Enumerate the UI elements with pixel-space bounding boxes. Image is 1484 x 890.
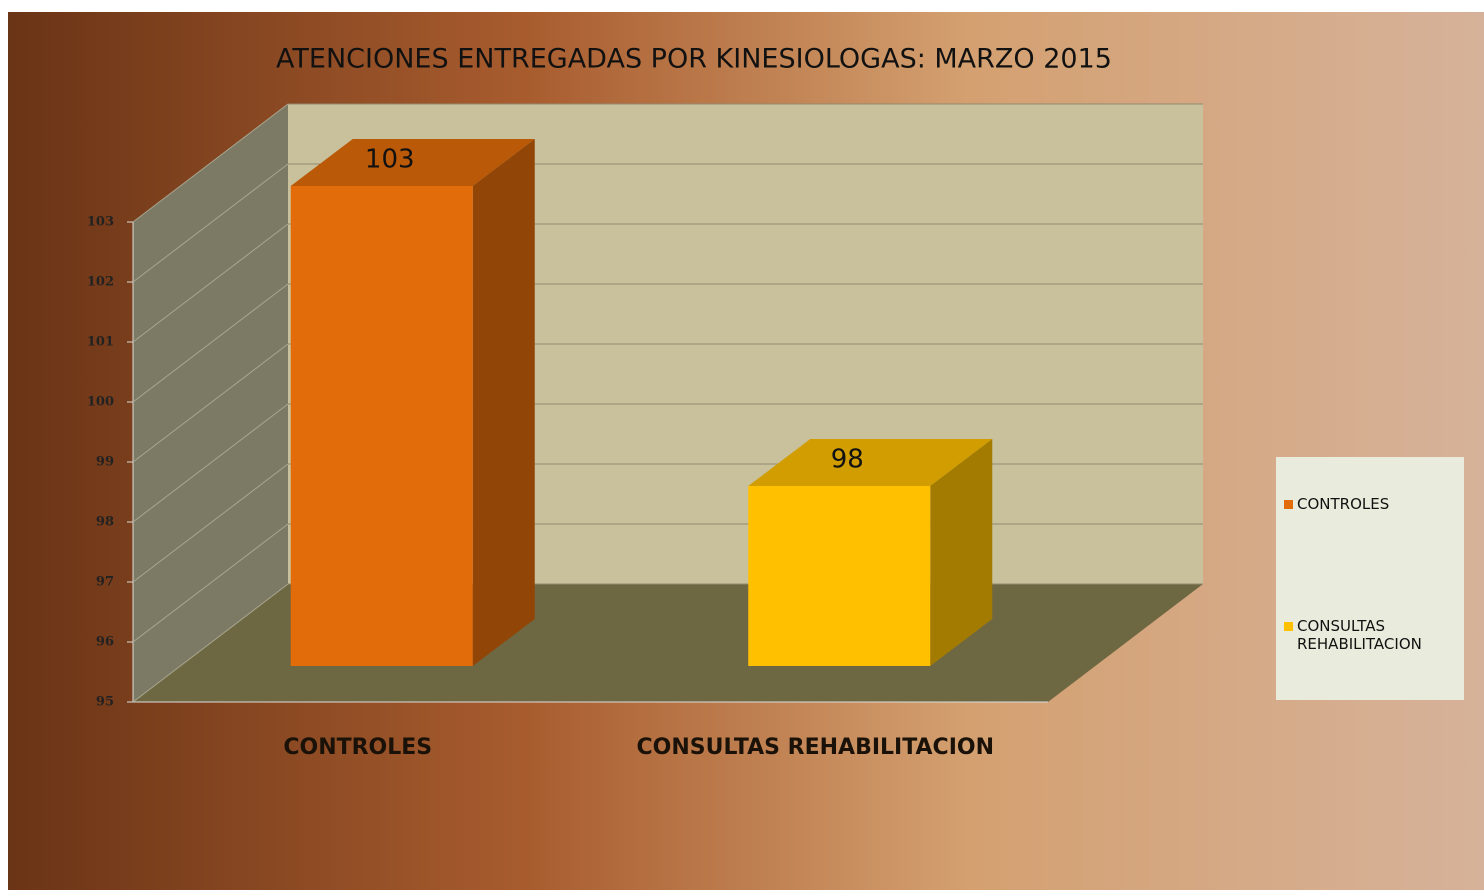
data-label: 98 bbox=[831, 445, 864, 475]
y-tick-label: 97 bbox=[96, 575, 114, 590]
grid-line bbox=[132, 283, 289, 403]
y-tick-label: 95 bbox=[96, 695, 114, 710]
grid-line bbox=[132, 343, 289, 463]
bar bbox=[290, 186, 473, 666]
legend: CONTROLES CONSULTAS REHABILITACION bbox=[1276, 457, 1464, 700]
legend-swatch bbox=[1284, 500, 1293, 509]
y-tick-label: 96 bbox=[96, 635, 114, 650]
y-tick-label: 101 bbox=[87, 335, 114, 350]
data-label: 103 bbox=[365, 145, 415, 175]
bar-top bbox=[748, 439, 993, 486]
x-tick-label: CONTROLES bbox=[283, 735, 432, 760]
bar-side bbox=[472, 139, 535, 666]
grid-line bbox=[132, 163, 289, 283]
y-tick-label: 98 bbox=[96, 515, 114, 530]
y-tick-label: 102 bbox=[87, 275, 114, 290]
y-tick-label: 99 bbox=[96, 455, 114, 470]
grid-line bbox=[132, 583, 289, 703]
y-tick-label: 103 bbox=[87, 215, 114, 230]
legend-swatch bbox=[1284, 622, 1293, 631]
legend-entry: CONTROLES bbox=[1284, 495, 1460, 513]
bar-side bbox=[930, 439, 993, 666]
bar-top bbox=[290, 139, 535, 186]
bar bbox=[748, 486, 931, 666]
grid-line bbox=[132, 403, 289, 523]
grid-line bbox=[132, 463, 289, 583]
y-tick-label: 100 bbox=[87, 395, 114, 410]
grid-line bbox=[132, 223, 289, 343]
grid-line bbox=[132, 523, 289, 643]
legend-entry: CONSULTAS REHABILITACION bbox=[1284, 617, 1460, 653]
legend-label: CONSULTAS REHABILITACION bbox=[1297, 617, 1422, 653]
grid-line bbox=[132, 103, 289, 223]
legend-label: CONTROLES bbox=[1297, 495, 1390, 513]
chart-title: ATENCIONES ENTREGADAS POR KINESIOLOGAS: … bbox=[276, 44, 1112, 75]
x-tick-label: CONSULTAS REHABILITACION bbox=[636, 735, 994, 760]
